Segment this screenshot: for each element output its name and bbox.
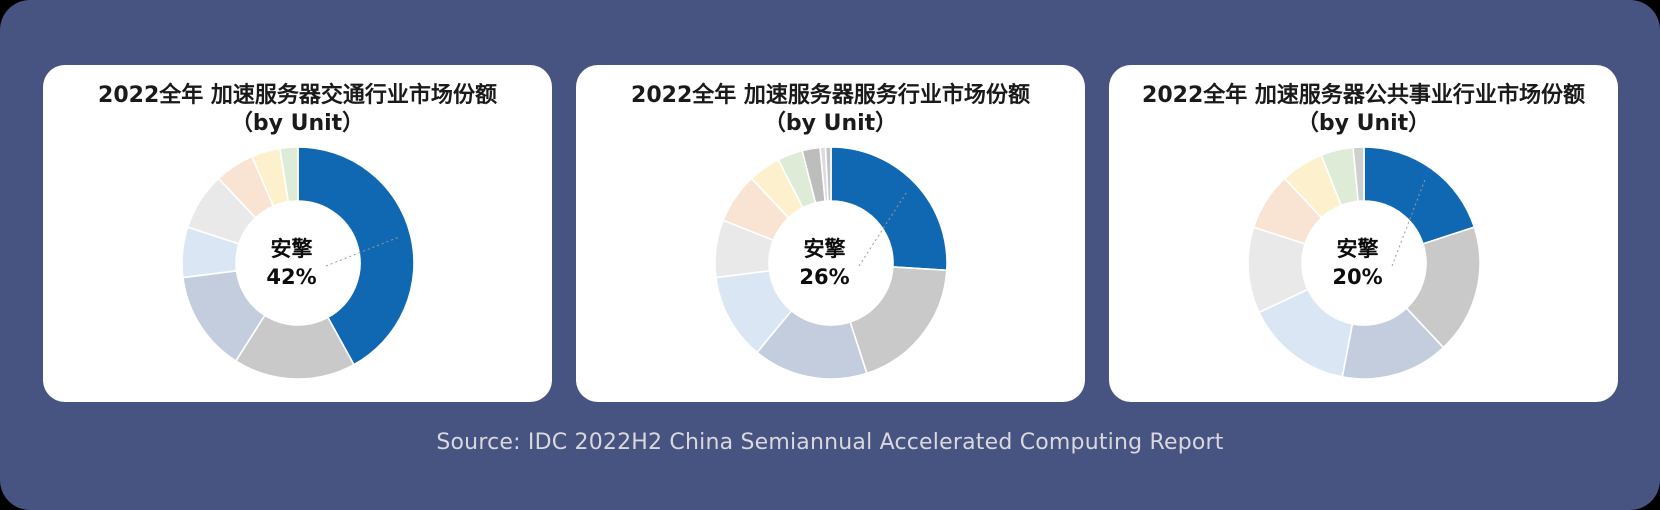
source-note: Source: IDC 2022H2 China Semiannual Acce… <box>436 430 1224 455</box>
leader-line <box>1391 178 1426 267</box>
chart-title: 2022全年 加速服务器公共事业行业市场份额 <box>1142 83 1585 108</box>
chart-cards-row: 2022全年 加速服务器交通行业市场份额 （by Unit） 安擎 42% 20… <box>43 65 1618 402</box>
chart-card-transport: 2022全年 加速服务器交通行业市场份额 （by Unit） 安擎 42% <box>43 65 552 402</box>
donut-segment <box>1351 146 1365 203</box>
chart-card-services: 2022全年 加速服务器服务行业市场份额 （by Unit） 安擎 26% <box>576 65 1085 402</box>
chart-card-utilities: 2022全年 加速服务器公共事业行业市场份额 （by Unit） 安擎 20% <box>1109 65 1618 402</box>
donut-segment <box>296 146 415 366</box>
chart-subtitle: （by Unit） <box>230 111 365 137</box>
donut-svg <box>180 146 415 381</box>
chart-title: 2022全年 加速服务器服务行业市场份额 <box>631 83 1030 108</box>
donut-chart-services: 安擎 26% <box>713 145 949 381</box>
chart-title: 2022全年 加速服务器交通行业市场份额 <box>98 83 497 108</box>
donut-segment <box>278 146 299 203</box>
donut-chart-utilities: 安擎 20% <box>1246 145 1482 381</box>
chart-subtitle: （by Unit） <box>763 111 898 137</box>
chart-subtitle: （by Unit） <box>1296 111 1431 137</box>
donut-segment <box>848 266 948 375</box>
donut-svg <box>1246 146 1481 381</box>
donut-chart-transport: 安擎 42% <box>180 145 416 381</box>
donut-segment <box>829 146 948 272</box>
leader-line <box>325 236 399 267</box>
donut-segment <box>824 146 832 203</box>
donut-svg <box>713 146 948 381</box>
